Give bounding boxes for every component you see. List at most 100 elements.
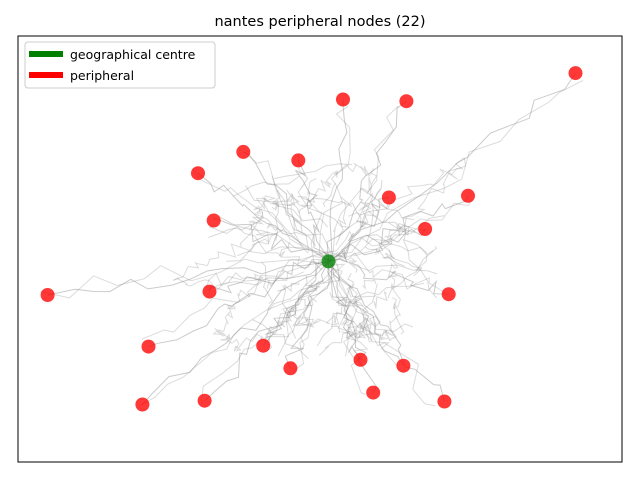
street-segment bbox=[261, 261, 273, 304]
street-segment bbox=[360, 187, 415, 220]
peripheral-node-point-16 bbox=[353, 352, 368, 367]
street-segment bbox=[271, 176, 310, 252]
street-segment bbox=[387, 250, 434, 299]
street-segment bbox=[329, 292, 373, 341]
peripheral-node-point-10 bbox=[418, 222, 433, 236]
street-segment bbox=[348, 202, 390, 217]
street-segment bbox=[381, 243, 395, 262]
peripheral-node-point-20 bbox=[437, 394, 452, 409]
peripheral-node-point-6 bbox=[191, 166, 205, 181]
street-segment bbox=[362, 279, 377, 290]
street-segment bbox=[316, 303, 343, 347]
street-segment bbox=[213, 217, 329, 262]
street-segment bbox=[286, 189, 303, 234]
street-segment bbox=[297, 153, 323, 271]
chart-title: nantes peripheral nodes (22) bbox=[214, 14, 425, 30]
street-segment bbox=[208, 272, 264, 287]
street-segment bbox=[205, 258, 331, 291]
street-segment bbox=[369, 315, 387, 335]
street-segment bbox=[331, 324, 341, 333]
street-segment bbox=[273, 202, 280, 241]
street-segment bbox=[245, 185, 302, 247]
street-segment bbox=[328, 261, 404, 366]
street-segment bbox=[318, 105, 351, 260]
legend-box bbox=[24, 41, 216, 89]
street-segment bbox=[333, 252, 446, 293]
peripheral-node-point-2 bbox=[336, 92, 350, 107]
street-segment bbox=[192, 168, 339, 268]
street-segment bbox=[261, 196, 329, 228]
peripheral-node-point-13 bbox=[441, 287, 456, 302]
street-segment bbox=[226, 293, 241, 310]
street-segment bbox=[346, 273, 355, 298]
street-segment bbox=[204, 260, 329, 402]
street-segment bbox=[40, 251, 339, 299]
street-segment bbox=[391, 279, 401, 314]
street-segment bbox=[365, 180, 383, 244]
legend: geographical centre peripheral bbox=[24, 41, 216, 89]
street-segment bbox=[298, 296, 318, 307]
street-segment bbox=[360, 193, 374, 229]
street-segment bbox=[243, 151, 330, 262]
street-segment bbox=[347, 294, 377, 305]
street-segment bbox=[271, 307, 293, 329]
street-segment bbox=[388, 249, 423, 269]
street-segment bbox=[380, 328, 394, 342]
street-segment bbox=[142, 261, 329, 405]
street-segment bbox=[328, 195, 469, 262]
street-segment bbox=[237, 246, 304, 257]
street-segment bbox=[326, 311, 347, 325]
legend-swatch-geographical-centre bbox=[29, 51, 63, 57]
street-segment bbox=[395, 222, 410, 237]
street-segment bbox=[358, 316, 377, 334]
legend-label-geographical-centre: geographical centre bbox=[70, 47, 196, 62]
street-segment bbox=[266, 268, 286, 289]
street-segment bbox=[273, 163, 353, 180]
street-segment bbox=[276, 189, 309, 254]
peripheral-node-point-21 bbox=[197, 393, 212, 408]
street-segment bbox=[326, 100, 407, 262]
street-segment bbox=[251, 319, 309, 360]
street-segment bbox=[329, 199, 473, 268]
street-segment bbox=[337, 201, 347, 238]
street-segment bbox=[332, 263, 369, 362]
street-segment bbox=[253, 197, 268, 214]
street-segment bbox=[352, 263, 438, 275]
street-segment bbox=[359, 322, 385, 340]
street-segment bbox=[307, 179, 327, 207]
street-segment bbox=[47, 260, 329, 296]
street-segment bbox=[141, 250, 328, 340]
street-segment bbox=[328, 197, 389, 262]
street-segment bbox=[209, 260, 329, 294]
peripheral-node-point-1 bbox=[568, 66, 583, 81]
street-segment bbox=[248, 208, 265, 225]
street-segment bbox=[346, 325, 360, 342]
street-segment bbox=[323, 188, 382, 257]
street-segment bbox=[291, 314, 315, 328]
street-segment bbox=[353, 162, 375, 177]
street-segment bbox=[322, 105, 399, 263]
street-segment bbox=[263, 195, 284, 204]
street-segment bbox=[217, 215, 308, 251]
street-segment bbox=[413, 246, 438, 277]
peripheral-node-point-15 bbox=[256, 338, 271, 353]
street-segment bbox=[348, 284, 373, 342]
street-segment bbox=[293, 260, 321, 371]
street-segment bbox=[263, 264, 341, 353]
street-segment bbox=[356, 283, 378, 340]
street-segment bbox=[262, 261, 329, 347]
peripheral-node-point-9 bbox=[206, 213, 221, 228]
street-segment bbox=[208, 220, 262, 238]
peripheral-node-point-5 bbox=[291, 153, 306, 168]
street-segment bbox=[364, 323, 414, 336]
street-segment bbox=[319, 260, 399, 367]
street-network bbox=[40, 72, 584, 407]
street-segment bbox=[297, 196, 349, 228]
scatter-points bbox=[40, 66, 583, 412]
street-segment bbox=[238, 277, 264, 298]
street-segment bbox=[341, 317, 369, 335]
street-segment bbox=[340, 196, 366, 228]
peripheral-node-point-4 bbox=[236, 144, 251, 159]
street-segment bbox=[365, 246, 406, 267]
